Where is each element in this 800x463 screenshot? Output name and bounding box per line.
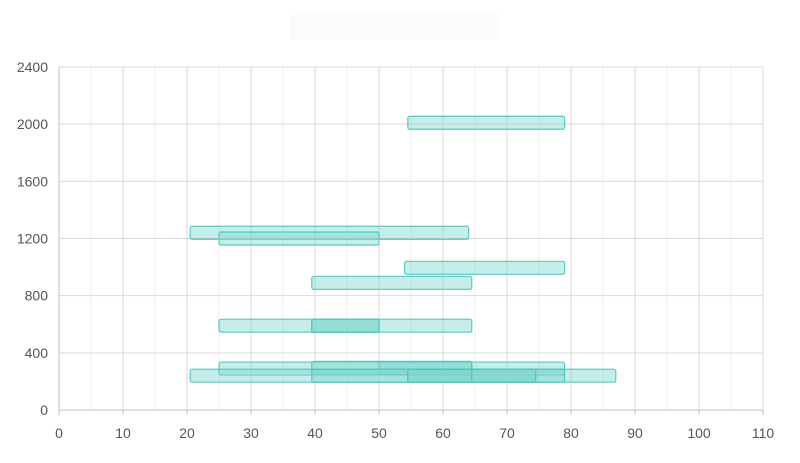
x-tick-label: 80 (563, 425, 579, 441)
x-tick-label: 110 (752, 425, 775, 441)
range-bar (311, 275, 473, 290)
range-bar (189, 225, 470, 240)
range-bar (471, 368, 537, 383)
range-bar (218, 231, 380, 246)
x-axis-tick-labels: 0 10 20 30 40 50 60 70 80 90 100 110 (55, 425, 774, 441)
range-bar (407, 115, 566, 130)
x-tick-label: 10 (115, 425, 131, 441)
range-bar (404, 260, 566, 275)
y-tick-label: 2000 (17, 116, 48, 132)
chart-title-placeholder (290, 14, 500, 40)
x-tick-label: 40 (307, 425, 323, 441)
y-tick-label: 2400 (17, 59, 48, 75)
x-tick-label: 70 (499, 425, 515, 441)
x-tick-label: 100 (687, 425, 711, 441)
x-tick-label: 20 (179, 425, 195, 441)
x-tick-label: 60 (435, 425, 451, 441)
axes (58, 67, 764, 415)
y-axis-tick-labels: 0 400 800 1200 1600 2000 2400 (17, 59, 48, 418)
x-tick-label: 30 (243, 425, 259, 441)
x-tick-label: 90 (627, 425, 643, 441)
x-tick-label: 50 (371, 425, 387, 441)
y-tick-label: 1200 (17, 231, 48, 247)
y-tick-label: 400 (25, 345, 49, 361)
range-bar (311, 360, 473, 375)
bars-layer (189, 115, 617, 383)
x-tick-label: 0 (55, 425, 63, 441)
y-tick-label: 800 (25, 288, 49, 304)
y-tick-label: 0 (40, 402, 48, 418)
range-bar (311, 318, 380, 333)
y-tick-label: 1600 (17, 173, 48, 189)
